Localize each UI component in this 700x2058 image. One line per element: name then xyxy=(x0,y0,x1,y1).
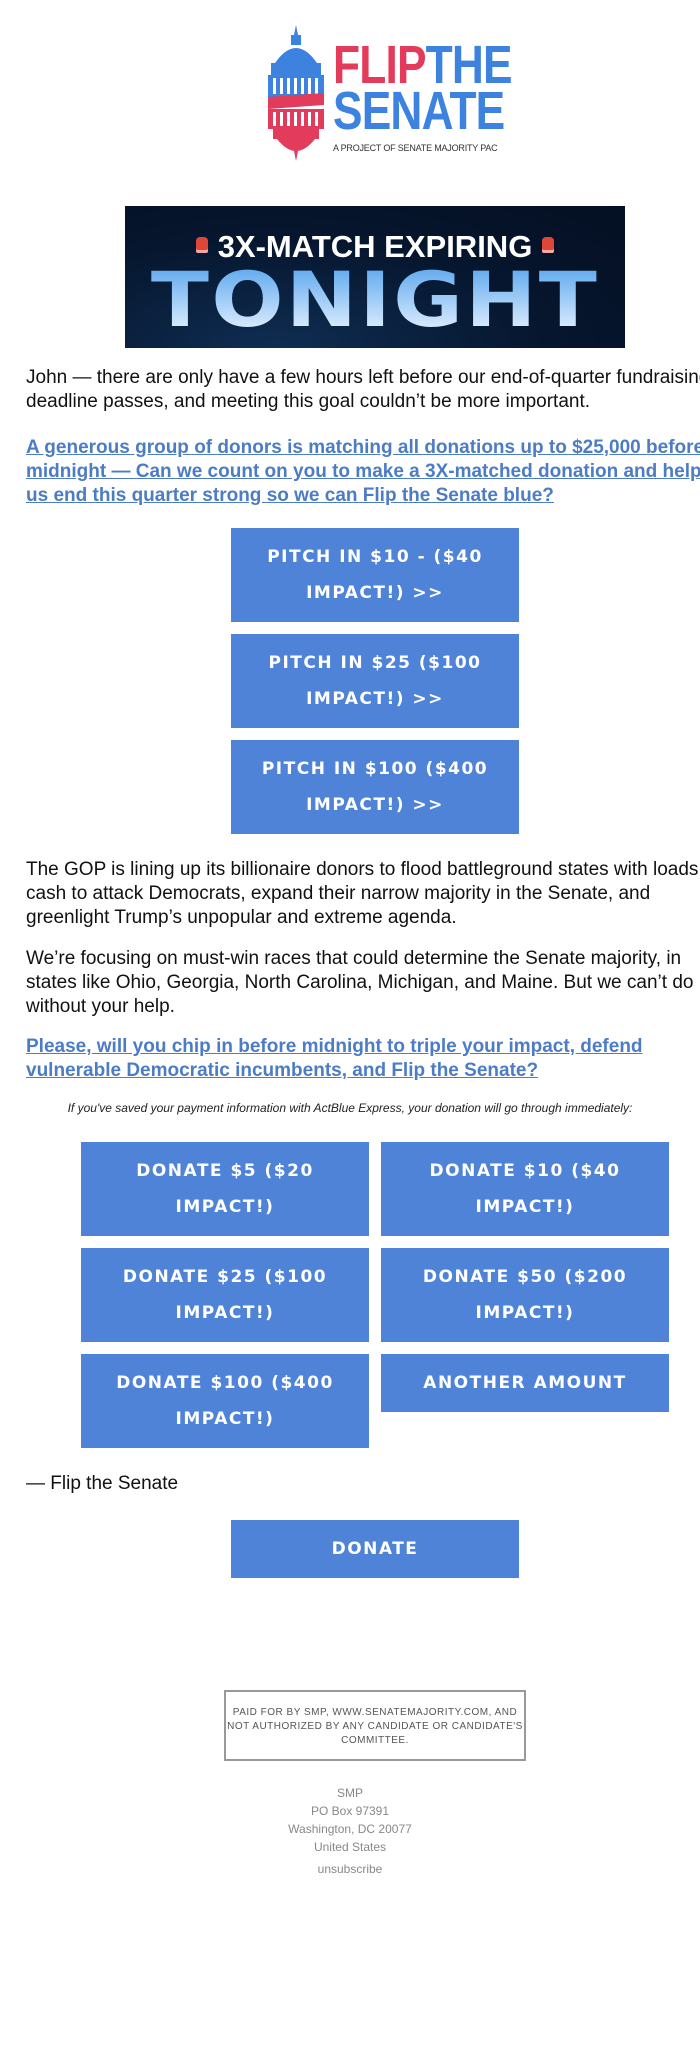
chip-in-link[interactable]: Please, will you chip in before midnight… xyxy=(26,1036,643,1081)
flip-the-senate-logo: FLIPTHE SENATE A PROJECT OF SENATE MAJOR… xyxy=(265,25,513,165)
paid-for-disclaimer: PAID FOR BY SMP, WWW.SENATEMAJORITY.COM,… xyxy=(224,1690,526,1761)
another-amount-button[interactable]: ANOTHER AMOUNT xyxy=(381,1354,669,1412)
signoff: — Flip the Senate xyxy=(26,1473,179,1494)
unsubscribe-link[interactable]: unsubscribe xyxy=(317,1862,383,1876)
banner-line2: TONIGHT xyxy=(125,262,625,338)
logo-word-the: THE xyxy=(425,35,513,95)
donate-10-button[interactable]: DONATE $10 ($40 IMPACT!) xyxy=(381,1142,669,1236)
match-link[interactable]: A generous group of donors is matching a… xyxy=(26,437,700,506)
pitch-in-25-button[interactable]: PITCH IN $25 ($100 IMPACT!) >> xyxy=(231,634,519,728)
address-line: United States xyxy=(313,1840,387,1854)
races-paragraph: We’re focusing on must-win races that co… xyxy=(26,948,700,1017)
logo-tagline: A PROJECT OF SENATE MAJORITY PAC xyxy=(333,143,498,153)
siren-icon xyxy=(542,237,555,253)
siren-icon xyxy=(195,237,208,253)
match-expiring-banner[interactable]: 3X-MATCH EXPIRING TONIGHT xyxy=(125,206,625,348)
donate-50-button[interactable]: DONATE $50 ($200 IMPACT!) xyxy=(381,1248,669,1342)
logo-word-senate: SENATE xyxy=(333,81,505,141)
actblue-express-note: If you've saved your payment information… xyxy=(67,1101,633,1115)
pitch-in-100-button[interactable]: PITCH IN $100 ($400 IMPACT!) >> xyxy=(231,740,519,834)
donate-5-button[interactable]: DONATE $5 ($20 IMPACT!) xyxy=(81,1142,369,1236)
pitch-in-10-button[interactable]: PITCH IN $10 - ($40 IMPACT!) >> xyxy=(231,528,519,622)
donate-25-button[interactable]: DONATE $25 ($100 IMPACT!) xyxy=(81,1248,369,1342)
logo-word-flip: FLIP xyxy=(333,35,426,95)
address-line: PO Box 97391 xyxy=(310,1804,390,1818)
address-line: Washington, DC 20077 xyxy=(288,1822,412,1836)
address-line: SMP xyxy=(336,1786,363,1800)
donate-100-button[interactable]: DONATE $100 ($400 IMPACT!) xyxy=(81,1354,369,1448)
mailing-address: SMP PO Box 97391 Washington, DC 20077 Un… xyxy=(0,1784,700,1856)
intro-paragraph: John — there are only have a few hours l… xyxy=(26,367,700,412)
banner-line1: 3X-MATCH EXPIRING xyxy=(217,229,533,264)
donate-button[interactable]: DONATE xyxy=(231,1520,519,1578)
capitol-dome-icon xyxy=(268,25,324,161)
gop-paragraph: The GOP is lining up its billionaire don… xyxy=(26,859,700,928)
